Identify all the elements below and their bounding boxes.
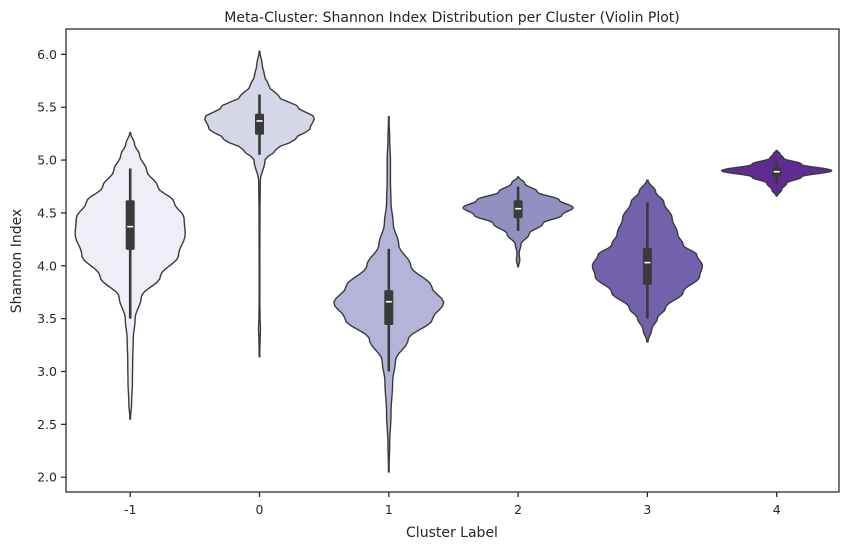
x-tick-label: 0 bbox=[256, 502, 264, 517]
violin-group bbox=[462, 176, 574, 268]
y-tick-label: 3.5 bbox=[37, 311, 57, 326]
x-tick-label: 1 bbox=[385, 502, 393, 517]
violin-iqr-box bbox=[384, 290, 394, 325]
plot-frame bbox=[65, 28, 840, 493]
violin-iqr-box bbox=[255, 113, 264, 135]
violin-iqr-box bbox=[125, 200, 135, 250]
x-tick-label: 3 bbox=[643, 502, 651, 517]
y-axis-label: Shannon Index bbox=[9, 209, 25, 314]
x-tick-label: 4 bbox=[773, 502, 781, 517]
violin-group bbox=[720, 149, 833, 197]
x-tick-label: 2 bbox=[514, 502, 522, 517]
plot-area bbox=[74, 50, 833, 473]
x-tick-label: -1 bbox=[124, 502, 136, 517]
y-axis: 2.0 2.5 3.0 3.5 4.0 4.5 5.0 5.5 6.0 bbox=[37, 47, 66, 485]
y-tick-label: 2.5 bbox=[37, 417, 57, 432]
x-axis-label: Cluster Label bbox=[406, 525, 498, 541]
violin-body bbox=[203, 50, 316, 358]
y-tick-label: 4.5 bbox=[37, 205, 57, 220]
y-tick-label: 6.0 bbox=[37, 47, 57, 62]
violin-iqr-box bbox=[642, 247, 652, 285]
y-tick-label: 2.0 bbox=[37, 470, 57, 485]
chart-title: Meta-Cluster: Shannon Index Distribution… bbox=[224, 10, 680, 26]
violin-group bbox=[74, 131, 186, 420]
y-tick-label: 4.0 bbox=[37, 258, 57, 273]
y-tick-label: 5.5 bbox=[37, 100, 57, 115]
y-tick-label: 5.0 bbox=[37, 153, 57, 168]
x-axis: -1 0 1 2 3 4 bbox=[124, 492, 781, 517]
violin-group bbox=[591, 179, 704, 343]
violin-group bbox=[203, 50, 316, 358]
violin-group bbox=[333, 116, 445, 473]
y-tick-label: 3.0 bbox=[37, 364, 57, 379]
